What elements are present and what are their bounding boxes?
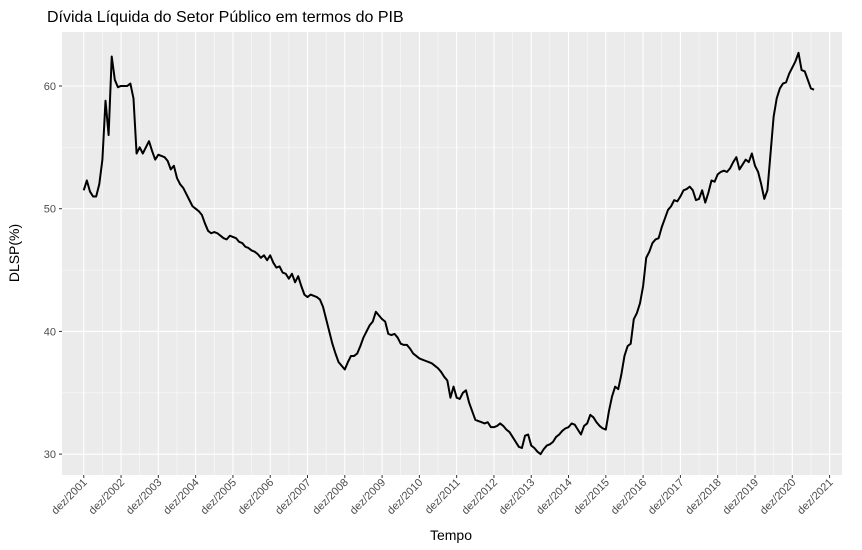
x-tick-label: dez/2011 xyxy=(423,477,463,517)
chart-title: Dívida Líquida do Setor Público em termo… xyxy=(47,9,404,26)
x-tick-label: dez/2007 xyxy=(273,477,313,517)
x-tick-label: dez/2018 xyxy=(683,477,723,517)
x-tick-label: dez/2019 xyxy=(721,477,761,517)
x-tick-label: dez/2016 xyxy=(609,477,649,517)
y-tick-label: 40 xyxy=(44,326,56,338)
x-tick-label: dez/2009 xyxy=(348,477,388,517)
x-tick-label: dez/2002 xyxy=(87,477,127,517)
x-tick-label: dez/2020 xyxy=(758,477,798,517)
x-tick-label: dez/2006 xyxy=(236,477,276,517)
x-tick-label: dez/2012 xyxy=(460,477,500,517)
data-line xyxy=(82,51,815,456)
x-tick-label: dez/2005 xyxy=(199,477,239,517)
x-tick-label: dez/2014 xyxy=(534,477,574,517)
x-tick-label: dez/2001 xyxy=(49,477,89,517)
y-tick-label: 30 xyxy=(44,449,56,461)
plot-panel xyxy=(62,32,842,475)
y-tick-label: 60 xyxy=(44,81,56,93)
x-tick-label: dez/2003 xyxy=(124,477,164,517)
y-axis-label: DLSP(%) xyxy=(6,224,22,282)
x-tick-label: dez/2004 xyxy=(161,477,201,517)
x-axis-label: Tempo xyxy=(430,527,472,543)
x-tick-label: dez/2015 xyxy=(571,477,611,517)
x-tick-label: dez/2021 xyxy=(795,477,835,517)
x-tick-label: dez/2017 xyxy=(646,477,686,517)
y-tick-label: 50 xyxy=(44,204,56,216)
x-tick-label: dez/2013 xyxy=(497,477,537,517)
x-tick-label: dez/2008 xyxy=(310,477,350,517)
x-tick-label: dez/2010 xyxy=(385,477,425,517)
